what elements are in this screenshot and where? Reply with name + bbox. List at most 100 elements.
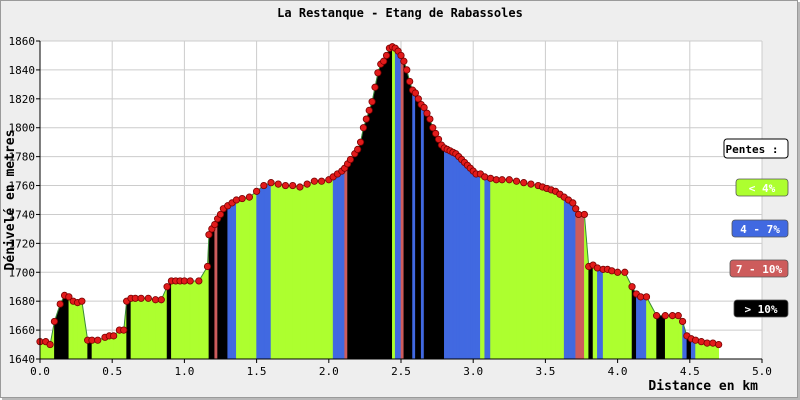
slope-segment xyxy=(184,280,191,360)
slope-segment xyxy=(72,300,78,360)
slope-segment xyxy=(175,280,181,360)
elevation-point xyxy=(642,293,651,301)
slope-segment xyxy=(337,170,343,360)
slope-segment xyxy=(383,55,387,360)
elevation-point xyxy=(232,196,240,204)
slope-segment xyxy=(64,294,70,360)
slope-segment xyxy=(350,152,356,360)
slope-segment xyxy=(344,162,348,360)
slope-segment xyxy=(415,92,419,360)
x-tick-label: 3.0 xyxy=(463,365,483,378)
slope-segment xyxy=(126,297,132,360)
x-tick-label: 4.5 xyxy=(680,365,700,378)
slope-segment xyxy=(420,103,425,360)
slope-segment xyxy=(467,164,471,360)
slope-segment xyxy=(332,173,338,360)
elevation-point xyxy=(486,174,495,182)
legend-title-box xyxy=(723,138,789,159)
y-tick-label: 1840 xyxy=(9,64,36,77)
slope-segment xyxy=(223,205,229,360)
slope-segment xyxy=(563,196,569,360)
elevation-point xyxy=(608,267,616,275)
slope-segment xyxy=(306,180,315,360)
elevation-point xyxy=(260,181,268,190)
elevation-point xyxy=(423,109,431,117)
slope-segment xyxy=(249,190,257,360)
slope-segment xyxy=(392,46,396,360)
slope-segment xyxy=(484,176,491,360)
slope-segment xyxy=(449,150,454,360)
slope-segment xyxy=(179,280,185,360)
y-axis-label: Dénivelé en metres xyxy=(3,130,18,271)
elevation-point xyxy=(429,124,437,132)
slope-segment xyxy=(464,161,468,360)
y-tick-label: 1640 xyxy=(9,353,36,366)
elevation-point xyxy=(50,317,59,326)
slope-segment xyxy=(363,118,367,360)
x-tick-labels: 0.0 0.5 1.0 1.5 2.0 2.5 3.0 3.5 4.0 4.5 5.0 xyxy=(30,359,772,378)
slope-segment xyxy=(472,170,477,360)
elevation-point xyxy=(432,129,440,138)
slope-segment xyxy=(423,107,428,360)
legend-swatch xyxy=(731,219,789,238)
elevation-point xyxy=(205,231,213,239)
x-tick-label: 1.5 xyxy=(247,365,267,378)
elevation-point xyxy=(411,89,420,97)
elevation-point xyxy=(406,77,414,86)
slope-segment xyxy=(360,127,364,360)
slope-segment xyxy=(537,185,543,360)
chart-title: La Restanque - Etang de Rabassoles xyxy=(277,6,523,20)
slope-segment xyxy=(490,177,497,360)
slope-segment xyxy=(475,173,481,360)
slope-segment xyxy=(400,55,405,360)
elevation-point xyxy=(144,294,152,302)
slope-segment xyxy=(636,293,642,360)
elevation-point xyxy=(691,336,700,344)
elevation-point xyxy=(120,326,128,334)
slope-segment xyxy=(208,228,213,360)
slope-segment xyxy=(418,98,422,360)
y-tick-label: 1780 xyxy=(9,151,36,164)
slope-segment xyxy=(314,180,322,360)
slope-segment xyxy=(374,72,379,360)
slope-segment xyxy=(432,127,436,360)
elevation-point xyxy=(110,332,118,340)
elevation-point xyxy=(354,145,362,154)
elevation-point xyxy=(65,293,73,301)
slope-segment xyxy=(461,158,465,360)
elevation-point xyxy=(281,181,290,190)
legend-label: < 4% xyxy=(749,182,776,195)
x-tick-label: 0.0 xyxy=(30,365,50,378)
slope-segment xyxy=(217,213,221,360)
slope-segment xyxy=(656,315,666,360)
slope-segment xyxy=(602,269,608,360)
slope-segment xyxy=(270,182,279,360)
legend-label: 4 - 7% xyxy=(740,223,780,236)
elevation-points xyxy=(36,43,723,349)
elevation-point xyxy=(661,312,669,320)
elevation-point xyxy=(245,193,253,201)
y-tick-label: 1680 xyxy=(9,295,36,308)
elevation-point xyxy=(715,340,723,349)
slope-segment xyxy=(508,179,517,360)
elevation-point xyxy=(216,210,225,219)
slope-segment xyxy=(394,47,399,360)
slope-segment xyxy=(470,167,474,360)
elevation-point xyxy=(137,294,145,302)
elevation-point xyxy=(289,181,297,190)
slope-segment xyxy=(446,148,451,360)
elevation-point xyxy=(652,312,661,320)
elevation-point xyxy=(397,51,405,60)
slope-segment xyxy=(171,280,177,360)
elevation-point xyxy=(400,57,408,65)
elevation-point xyxy=(203,262,212,271)
slope-segment xyxy=(155,299,162,360)
elevation-point xyxy=(211,220,219,229)
x-tick-label: 2.0 xyxy=(319,365,339,378)
elevation-point xyxy=(527,180,535,188)
elevation-point xyxy=(434,135,443,143)
slope-segment xyxy=(380,60,384,360)
slope-segment xyxy=(611,270,618,360)
slope-segment xyxy=(403,61,408,360)
slope-segment xyxy=(458,155,462,360)
